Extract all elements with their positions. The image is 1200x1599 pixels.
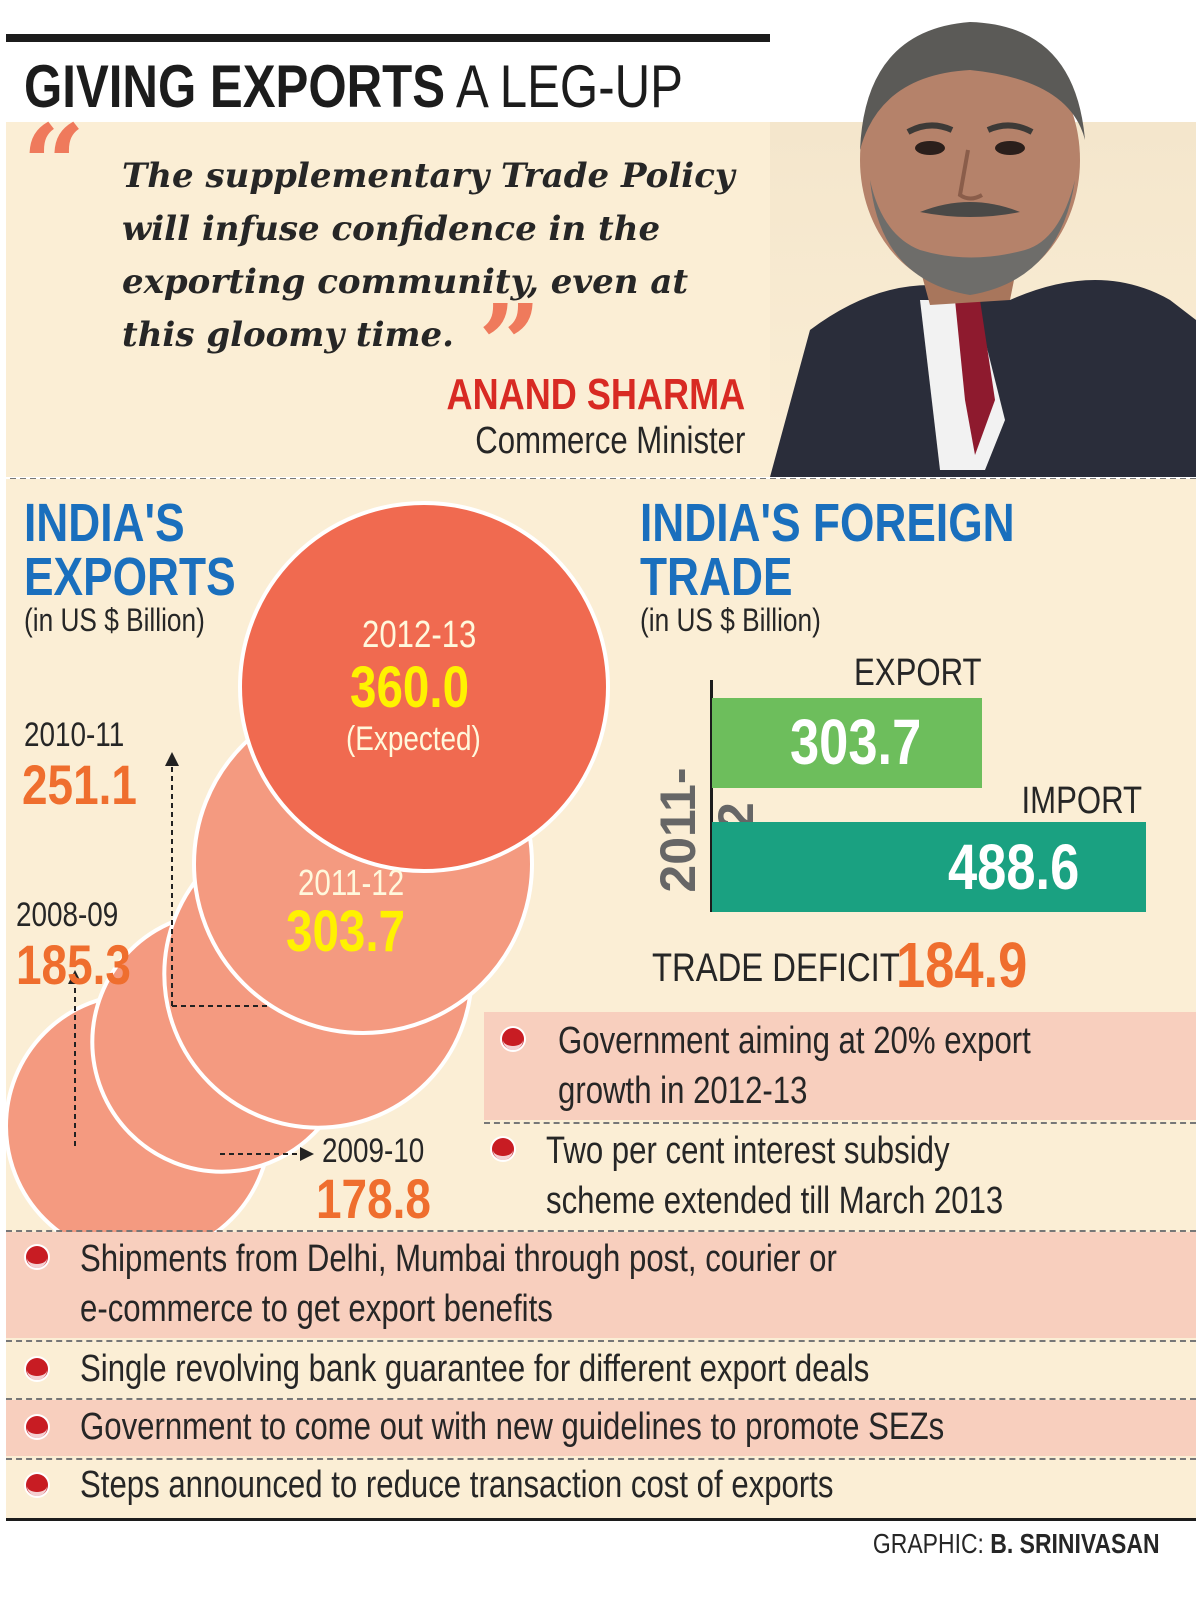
export-bar [712,698,982,788]
quote-line: The supplementary Trade Policy [122,156,735,196]
trade-title: INDIA'S FOREIGN TRADE [640,493,1015,607]
trade-subtitle: (in US $ Billion) [640,602,821,638]
note-label-2012-13: (Expected) [346,720,481,758]
title-light: A LEG-UP [455,53,683,120]
import-bar [712,822,1146,912]
bullet-icon [490,1136,516,1162]
exports-title: INDIA'S EXPORTS [24,493,236,607]
value-label-2008-09: 185.3 [16,933,131,996]
bullet-icon [24,1414,50,1440]
export-bar-label: EXPORT [854,652,982,694]
bullet-icon [24,1356,50,1382]
bullet-icon [24,1472,50,1498]
trade-year-label: 2011-12 [650,767,764,893]
divider [6,1230,1196,1232]
arrow-head-icon [68,970,82,984]
divider [6,1458,1196,1460]
graphic-credit: GRAPHIC: B. SRINIVASAN [873,1528,1160,1559]
bullet-text: Single revolving bank guarantee for diff… [80,1348,870,1390]
year-label-2011-12: 2011-12 [298,862,405,903]
export-bubble-2012-13 [238,501,610,873]
title-bold: GIVING EXPORTS [24,53,446,120]
divider [6,1340,1196,1342]
divider [6,1398,1196,1400]
page-title: GIVING EXPORTS A LEG-UP [24,50,828,124]
bullet-text: Shipments from Delhi, Mumbai through pos… [80,1238,837,1330]
import-bar-value: 488.6 [948,831,1080,903]
arrow-head-icon [165,752,179,766]
export-bar-value: 303.7 [790,706,922,778]
bullet-icon [500,1026,526,1052]
import-bar-label: IMPORT [1021,780,1142,822]
bottom-rule [6,1518,1196,1521]
trade-deficit-value: 184.9 [896,929,1028,1001]
speaker-name: ANAND SHARMA [446,370,745,419]
bullet-band [6,1232,1196,1338]
quote-line: exporting community, even at [122,262,689,302]
bullet-text: Government aiming at 20% export growth i… [558,1020,1031,1112]
divider [484,1122,1196,1124]
minister-photo [770,0,1196,477]
bullet-text: Government to come out with new guidelin… [80,1406,945,1448]
value-label-2011-12: 303.7 [286,899,406,964]
bullet-text: Two per cent interest subsidy scheme ext… [546,1130,1004,1222]
close-quote-icon: ” [478,280,542,409]
arrow-head-icon [300,1147,314,1161]
bar-axis [710,680,713,912]
bullet-text: Steps announced to reduce transaction co… [80,1464,834,1506]
bullet-band [6,1400,1196,1456]
exports-subtitle: (in US $ Billion) [24,602,205,638]
quote-text: The supplementary Trade Policy will infu… [122,150,812,362]
value-label-2010-11: 251.1 [22,753,137,816]
value-label-2009-10: 178.8 [316,1167,431,1230]
quote-line: this gloomy time. [122,315,454,355]
year-label-2012-13: 2012-13 [362,614,477,656]
open-quote-icon: “ [22,100,86,229]
year-label-2009-10: 2009-10 [322,1132,425,1170]
speaker-role: Commerce Minister [474,420,745,462]
year-label-2010-11: 2010-11 [24,716,125,754]
quote-line: will infuse confidence in the [122,209,661,249]
year-label-2008-09: 2008-09 [16,896,119,934]
bullet-band [484,1012,1196,1120]
value-label-2012-13: 360.0 [350,655,470,720]
bullet-icon [24,1244,50,1270]
trade-deficit-label: TRADE DEFICIT [652,946,900,990]
top-rule [6,34,1196,42]
